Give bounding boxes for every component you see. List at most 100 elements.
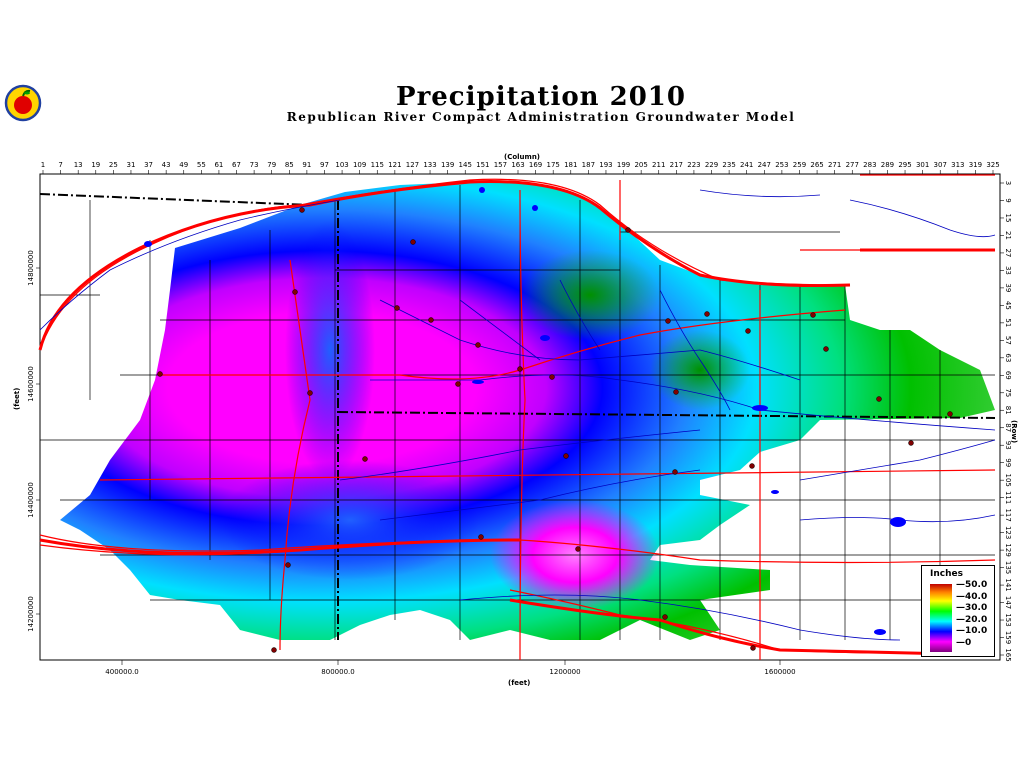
column-tick-label: 199 bbox=[617, 161, 630, 169]
row-tick-label: 27 bbox=[1004, 248, 1012, 257]
legend-label: 50.0 bbox=[965, 580, 988, 590]
row-tick-label: 135 bbox=[1004, 561, 1012, 574]
column-tick-label: 175 bbox=[546, 161, 559, 169]
y-axis-label: (feet) bbox=[13, 387, 21, 410]
column-tick-label: 13 bbox=[74, 161, 83, 169]
column-tick-label: 7 bbox=[58, 161, 62, 169]
row-tick-label: 9 bbox=[1004, 198, 1012, 202]
row-tick-label: 57 bbox=[1004, 336, 1012, 345]
row-tick-label: 117 bbox=[1004, 508, 1012, 521]
row-tick-label: 111 bbox=[1004, 491, 1012, 504]
column-tick-label: 229 bbox=[705, 161, 718, 169]
column-tick-label: 271 bbox=[828, 161, 841, 169]
column-tick-label: 259 bbox=[793, 161, 806, 169]
column-tick-label: 277 bbox=[846, 161, 859, 169]
column-tick-label: 31 bbox=[127, 161, 136, 169]
rivers bbox=[39, 189, 996, 641]
page-title: Precipitation 2010 bbox=[396, 82, 686, 112]
row-tick-label: 93 bbox=[1004, 441, 1012, 450]
column-tick-label: 115 bbox=[371, 161, 384, 169]
column-tick-label: 67 bbox=[232, 161, 241, 169]
row-tick-label: 21 bbox=[1004, 231, 1012, 240]
x-tick-label: 400000.0 bbox=[105, 668, 138, 676]
column-tick-label: 25 bbox=[109, 161, 118, 169]
y-tick-label: 14400000 bbox=[27, 482, 35, 518]
x-tick-label: 1600000 bbox=[764, 668, 795, 676]
row-tick-label: 123 bbox=[1004, 526, 1012, 539]
x-axis-label: (feet) bbox=[508, 679, 531, 687]
column-tick-label: 121 bbox=[388, 161, 401, 169]
column-tick-label: 151 bbox=[476, 161, 489, 169]
column-tick-label: 103 bbox=[335, 161, 348, 169]
row-tick-label: 69 bbox=[1004, 371, 1012, 380]
column-tick-label: 217 bbox=[670, 161, 683, 169]
column-ticks: 1 7 13 19 25 31 37 43 49 55 61 67 73 79 85 91 97 103 109 11… bbox=[41, 161, 1000, 174]
column-tick-label: 139 bbox=[441, 161, 454, 169]
row-tick-label: 99 bbox=[1004, 458, 1012, 467]
row-axis-label: (Row) bbox=[1010, 420, 1018, 444]
row-tick-label: 3 bbox=[1004, 181, 1012, 185]
column-tick-label: 19 bbox=[91, 161, 100, 169]
x-tick-label: 1200000 bbox=[549, 668, 580, 676]
row-tick-label: 51 bbox=[1004, 318, 1012, 327]
column-tick-label: 307 bbox=[934, 161, 947, 169]
column-tick-label: 181 bbox=[564, 161, 577, 169]
row-tick-label: 75 bbox=[1004, 388, 1012, 397]
row-tick-label: 129 bbox=[1004, 543, 1012, 556]
row-tick-label: 45 bbox=[1004, 301, 1012, 310]
column-tick-label: 61 bbox=[214, 161, 223, 169]
row-tick-label: 141 bbox=[1004, 578, 1012, 591]
row-tick-label: 147 bbox=[1004, 596, 1012, 609]
legend-label: 20.0 bbox=[965, 614, 988, 625]
column-tick-label: 79 bbox=[267, 161, 276, 169]
row-tick-label: 165 bbox=[1004, 648, 1012, 661]
column-tick-label: 37 bbox=[144, 161, 153, 169]
column-tick-label: 235 bbox=[722, 161, 735, 169]
row-tick-label: 15 bbox=[1004, 214, 1012, 223]
column-tick-label: 265 bbox=[810, 161, 823, 169]
column-tick-label: 313 bbox=[951, 161, 964, 169]
column-tick-label: 283 bbox=[863, 161, 876, 169]
column-tick-label: 247 bbox=[758, 161, 771, 169]
column-tick-label: 301 bbox=[916, 161, 929, 169]
column-tick-label: 163 bbox=[511, 161, 524, 169]
y-tick-label: 14600000 bbox=[27, 366, 35, 402]
column-tick-label: 193 bbox=[599, 161, 612, 169]
legend-title: Inches bbox=[930, 569, 963, 579]
agency-logo-icon bbox=[4, 84, 42, 122]
lakes bbox=[144, 187, 906, 635]
legend: Inches —50.0 —40.0 —30.0 —20.0 —10.0 —0 bbox=[921, 565, 995, 657]
row-tick-label: 87 bbox=[1004, 423, 1012, 432]
row-tick-label: 39 bbox=[1004, 283, 1012, 292]
column-tick-label: 187 bbox=[582, 161, 595, 169]
row-tick-label: 81 bbox=[1004, 406, 1012, 415]
column-tick-label: 169 bbox=[529, 161, 542, 169]
column-axis-label: (Column) bbox=[504, 153, 541, 161]
column-tick-label: 85 bbox=[285, 161, 294, 169]
legend-label: 40.0 bbox=[965, 591, 988, 602]
x-ticks: 400000.0 800000.0 1200000 1600000 bbox=[105, 660, 796, 676]
column-tick-label: 319 bbox=[969, 161, 982, 169]
column-tick-label: 49 bbox=[179, 161, 188, 169]
column-tick-label: 1 bbox=[41, 161, 45, 169]
legend-label: 0 bbox=[965, 637, 972, 648]
x-tick-label: 800000.0 bbox=[321, 668, 354, 676]
row-ticks: 3915212733394551576369758187939910511111… bbox=[1000, 181, 1012, 662]
column-tick-label: 91 bbox=[302, 161, 311, 169]
legend-label: 10.0 bbox=[965, 626, 988, 637]
legend-label: 30.0 bbox=[965, 603, 988, 614]
page-subtitle: Republican River Compact Administration … bbox=[286, 110, 796, 124]
column-tick-label: 205 bbox=[634, 161, 647, 169]
y-tick-label: 14800000 bbox=[27, 250, 35, 286]
row-tick-label: 63 bbox=[1004, 353, 1012, 362]
y-tick-label: 14200000 bbox=[27, 596, 35, 632]
column-tick-label: 145 bbox=[459, 161, 472, 169]
column-tick-label: 223 bbox=[687, 161, 700, 169]
column-tick-label: 211 bbox=[652, 161, 665, 169]
row-tick-label: 33 bbox=[1004, 266, 1012, 275]
state-boundaries bbox=[39, 193, 996, 640]
row-tick-label: 153 bbox=[1004, 613, 1012, 626]
row-tick-label: 105 bbox=[1004, 473, 1012, 486]
column-tick-label: 295 bbox=[898, 161, 911, 169]
column-tick-label: 97 bbox=[320, 161, 329, 169]
